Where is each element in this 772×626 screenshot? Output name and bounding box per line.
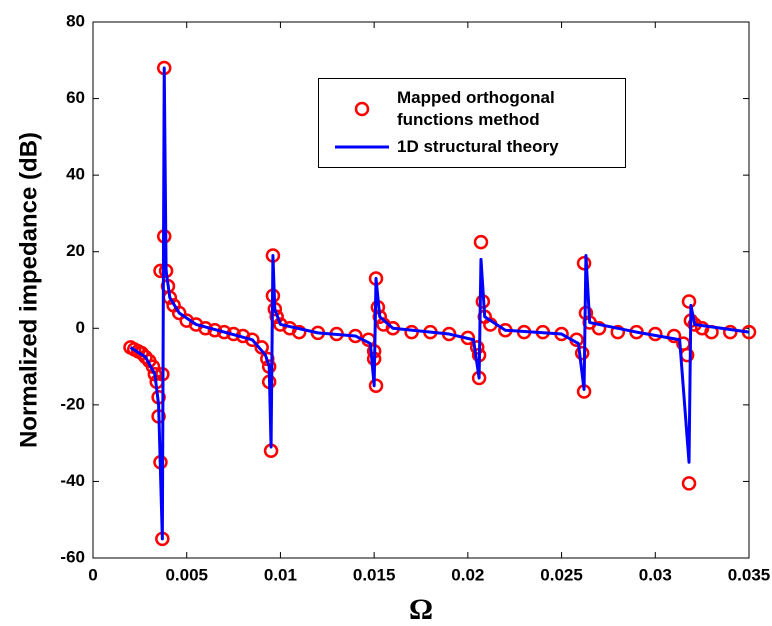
x-tick-label: 0.03 xyxy=(639,565,672,584)
legend: Mapped orthogonal functions method 1D st… xyxy=(318,78,626,168)
data-point xyxy=(574,345,590,361)
x-tick-label: 0.015 xyxy=(353,565,396,584)
y-tick-label: -60 xyxy=(60,547,85,566)
data-point xyxy=(291,324,307,340)
x-tick-label: 0.035 xyxy=(728,565,771,584)
data-point xyxy=(681,294,697,309)
x-tick-label: 0.025 xyxy=(540,565,583,584)
x-tick-label: 0 xyxy=(88,565,97,584)
y-tick-label: 80 xyxy=(66,11,85,30)
x-tick-label: 0.02 xyxy=(451,565,484,584)
data-point xyxy=(473,234,489,250)
data-point xyxy=(134,345,149,361)
y-tick-label: 20 xyxy=(66,241,85,260)
legend-entry: Mapped orthogonal functions method xyxy=(319,85,625,133)
data-point xyxy=(368,378,384,393)
legend-icon xyxy=(335,145,389,149)
y-axis-label: Normalized impedance (dB) xyxy=(15,132,42,448)
data-point xyxy=(138,349,153,365)
data-point xyxy=(681,476,697,491)
y-tick-label: 60 xyxy=(66,88,85,107)
y-tick-label: -20 xyxy=(60,394,85,413)
y-tick-label: 40 xyxy=(66,165,85,184)
plot-frame xyxy=(92,21,750,559)
legend-label: Mapped orthogonal functions method xyxy=(397,88,555,129)
x-axis-label: Ω xyxy=(409,593,433,626)
data-point xyxy=(576,255,592,271)
data-point xyxy=(591,321,607,336)
y-tick-label: -40 xyxy=(60,471,85,490)
x-tick-label: 0.005 xyxy=(165,565,208,584)
data-point xyxy=(469,340,485,355)
data-point xyxy=(723,324,738,340)
data-point xyxy=(610,324,626,340)
legend-icon xyxy=(354,101,370,117)
data-point xyxy=(254,340,269,355)
legend-label: 1D structural theory xyxy=(397,137,559,156)
data-point xyxy=(666,328,682,344)
data-point xyxy=(171,305,187,321)
data-point xyxy=(216,324,232,340)
legend-entry: 1D structural theory xyxy=(319,133,625,161)
data-point xyxy=(245,332,260,348)
x-tick-label: 0.01 xyxy=(264,565,297,584)
data-line xyxy=(129,66,750,541)
y-tick-label: 0 xyxy=(76,318,85,337)
legend-marker xyxy=(354,101,370,117)
